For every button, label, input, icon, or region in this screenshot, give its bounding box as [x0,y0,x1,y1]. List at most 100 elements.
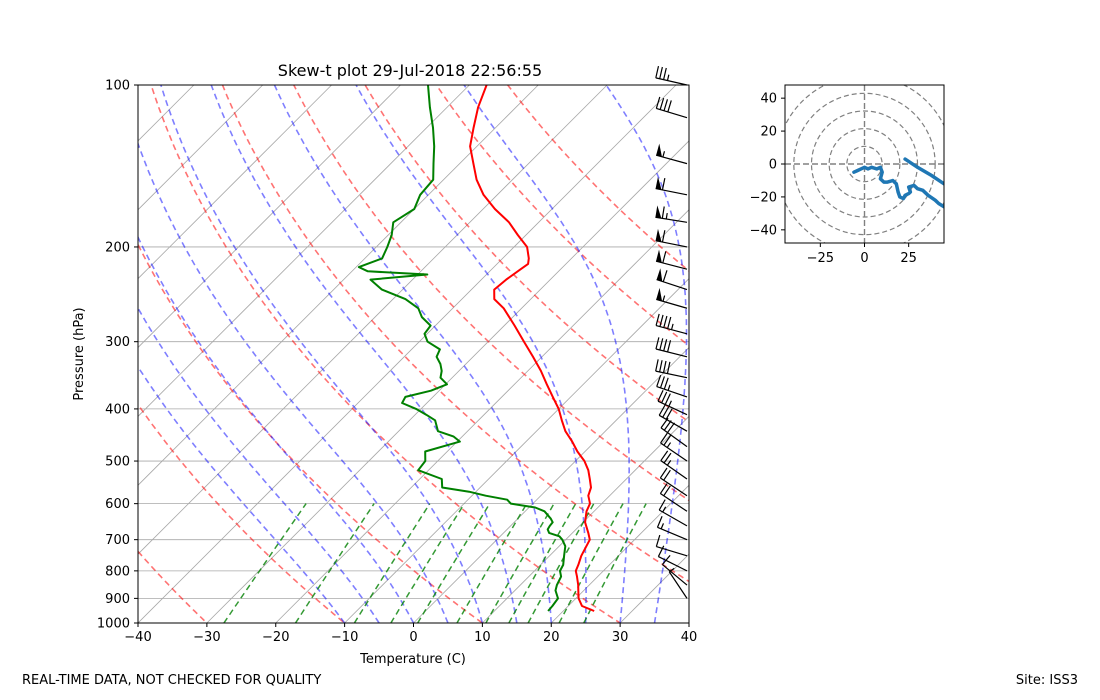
y-tick-label: 800 [105,564,130,579]
wind-barb-feather [661,391,668,404]
wind-barb-feather [666,361,671,374]
hodograph-y-tick-label: 20 [760,125,777,140]
y-tick-label: 700 [105,533,130,548]
wind-barb-staff [660,493,688,512]
wind-barb-flag [655,228,662,242]
isotherm-line [138,85,608,555]
wind-barb-feather [655,96,661,109]
wind-barb-staff [657,526,688,541]
x-tick-label: −20 [262,630,289,645]
wind-barb-flag [656,143,662,157]
dewpoint-trace [357,85,567,612]
wind-barb [655,143,688,165]
wind-barb [655,228,688,248]
wind-barb-staff [658,556,688,572]
isotherm-line [619,553,689,623]
x-tick-label: 40 [681,630,698,645]
wind-barb-feather [660,417,669,429]
wind-barb-feather [667,340,672,353]
wind-barb-staff [660,442,688,462]
isotherm-line [275,209,689,623]
wind-barb-staff [656,546,688,557]
wind-barb-staff [660,477,688,497]
wind-barb-staff [660,427,688,448]
wind-barb-feather [660,432,668,444]
wind-barb-feather [655,359,659,372]
hodograph-rings [785,85,944,243]
wind-barb [659,483,688,512]
wind-barb-feather [663,420,672,431]
hodograph-y-tick-label: 40 [760,92,777,107]
dry-adiabat-line [435,85,689,347]
y-tick-label: 400 [105,402,130,417]
wind-barb-staff [655,187,688,196]
wind-barb-half-feather [662,506,667,513]
mixing-ratio-line [583,503,647,623]
wind-barb-feather [663,452,672,464]
wind-barb [656,287,688,309]
moist-adiabat-line [138,365,346,623]
wind-barb [655,534,688,557]
wind-barb [658,499,688,527]
x-tick-label: −10 [331,630,358,645]
mixing-ratio-line [417,503,491,623]
isotherm-line [550,484,689,623]
mixing-ratio-line [390,503,466,623]
x-tick-labels: −40 −30 −20 −10 0 10 20 30 40 [124,623,697,645]
wind-barbs [655,66,688,599]
hodograph-trace [852,157,944,209]
x-tick-label: 20 [543,630,560,645]
wind-barb-feather [663,99,669,111]
wind-barb-half-feather [662,151,666,158]
hodograph-y-tick-label: 0 [769,158,777,173]
x-tick-label: 30 [612,630,629,645]
wind-barb-feather [661,554,671,565]
wind-barb-half-feather [660,523,665,530]
hodograph-y-tick-label: −40 [750,223,777,238]
site-label: Site: ISS3 [1015,673,1078,688]
dry-adiabat-line [138,550,209,623]
wind-barb-staff [658,509,688,527]
wind-barb-feather [663,435,672,446]
wind-barb [657,390,688,416]
hodograph-line-upper [903,157,944,186]
wind-barb-flag [655,205,662,219]
wind-barb-feather [663,315,668,328]
wind-barb [656,268,688,291]
dry-adiabat-line [221,85,689,583]
wind-barb [661,554,688,586]
wind-barb-flag [656,249,662,263]
wind-barb-feather [655,66,660,79]
wind-barb-feather [663,339,668,352]
y-tick-label: 200 [105,240,130,255]
isotherm-line [138,85,332,280]
wind-barb-feather [662,270,668,282]
quality-disclaimer: REAL-TIME DATA, NOT CHECKED FOR QUALITY [22,673,322,688]
wind-barb-feather [659,467,668,479]
mixing-ratio-line [558,503,624,623]
wind-barb-feather [658,499,666,511]
wind-barb-feather [667,422,676,433]
wind-barb [660,450,688,480]
isotherm-line [0,85,56,623]
chart-title: Skew-t plot 29-Jul-2018 22:56:55 [278,61,542,80]
dry-adiabat-line [138,242,484,623]
wind-barb-flag [656,268,663,282]
isotherm-line [138,85,677,623]
wind-barb-staff [655,77,688,86]
wind-barb-staff [656,107,688,119]
hodograph-x-ticks: −25 0 25 [807,243,917,266]
sounding-series [357,85,595,612]
wind-barb-feather [662,360,667,373]
wind-barb-feather [655,313,660,326]
hodograph-x-tick-label: 0 [860,251,868,266]
wind-barb-half-feather [666,442,672,448]
dry-adiabat-line [138,403,346,623]
hodograph-ring [793,92,936,236]
y-tick-label: 300 [105,335,130,350]
isotherm-line [138,85,401,349]
dry-adiabat-line [506,85,689,272]
wind-barb-feather [660,450,669,462]
wind-barb-flag [655,176,662,190]
y-axis-label: Pressure (hPa) [72,307,87,400]
